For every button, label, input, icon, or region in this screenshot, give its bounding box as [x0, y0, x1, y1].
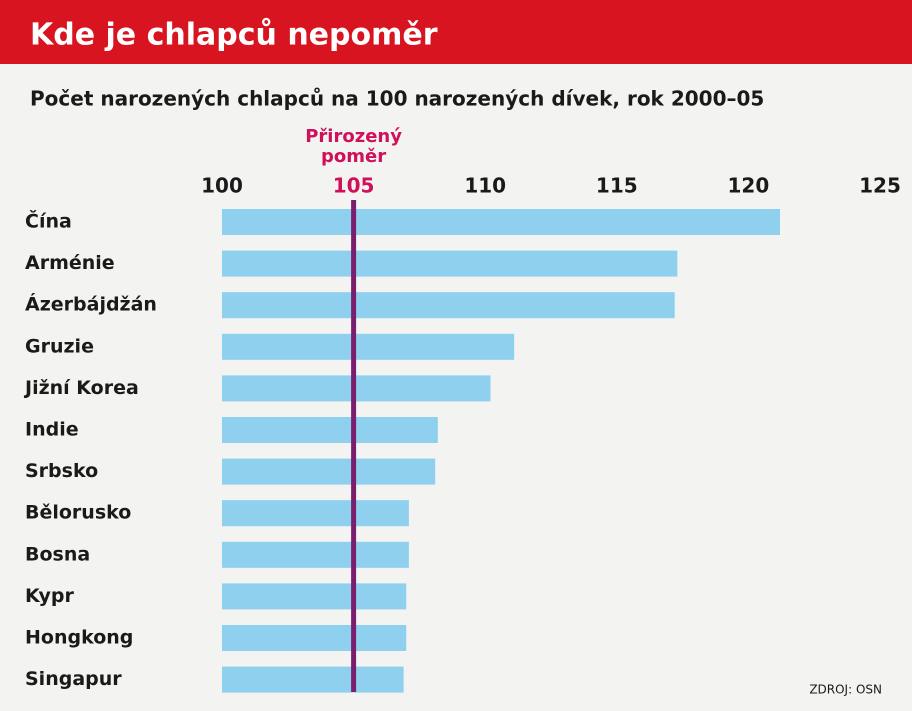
reference-label: poměr: [321, 146, 386, 167]
category-label: Ázerbájdžán: [25, 293, 157, 316]
chart-title: Kde je chlapců nepoměr: [30, 17, 438, 53]
bar: [222, 375, 490, 401]
bar: [222, 625, 406, 651]
bar: [222, 459, 435, 485]
category-label: Indie: [25, 419, 79, 441]
category-label: Kypr: [25, 585, 74, 607]
bar: [222, 667, 404, 693]
category-label: Čína: [25, 209, 72, 233]
bar: [222, 583, 406, 609]
category-label: Srbsko: [25, 460, 98, 482]
category-label: Jižní Korea: [23, 377, 139, 399]
chart: Kde je chlapců nepoměr Počet narozených …: [0, 0, 912, 711]
reference-label: Přirozený: [305, 126, 402, 147]
bar: [222, 417, 438, 443]
category-label: Bosna: [25, 543, 90, 565]
chart-subtitle: Počet narozených chlapců na 100 narozený…: [30, 87, 764, 111]
bar: [222, 251, 677, 277]
bar: [222, 292, 675, 318]
x-tick-label: 105: [333, 174, 375, 198]
bar: [222, 209, 780, 235]
x-tick-label: 125: [859, 174, 901, 198]
category-label: Gruzie: [25, 335, 94, 357]
bar: [222, 542, 409, 568]
bar: [222, 500, 409, 526]
x-tick-label: 120: [728, 174, 770, 198]
category-label: Bělorusko: [25, 502, 131, 524]
x-tick-label: 100: [201, 174, 243, 198]
x-tick-label: 115: [596, 174, 638, 198]
source: ZDROJ: OSN: [809, 683, 882, 697]
bar: [222, 334, 514, 360]
category-label: Hongkong: [25, 627, 133, 649]
category-label: Singapur: [25, 668, 122, 690]
category-label: Arménie: [25, 252, 115, 274]
x-tick-label: 110: [464, 174, 506, 198]
